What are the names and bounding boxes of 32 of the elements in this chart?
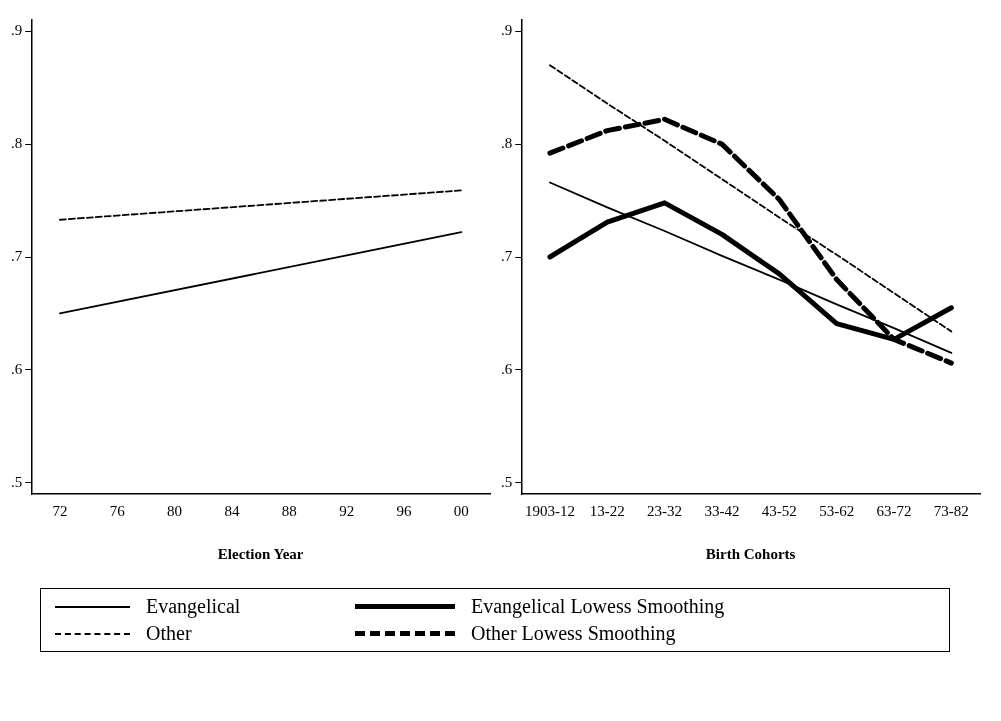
x-tick-label: 00 <box>453 502 469 519</box>
y-tick-label: .9 <box>11 22 23 39</box>
y-tick-label: .9 <box>501 22 513 39</box>
y-tick-label: .5 <box>11 473 23 490</box>
x-tick-label: 13-22 <box>589 502 625 519</box>
x-tick-label: 23-32 <box>647 502 683 519</box>
x-tick-label: 73-82 <box>933 502 969 519</box>
y-tick-label: .7 <box>501 247 513 264</box>
x-tick-label: 80 <box>167 502 183 519</box>
x-tick-label: 84 <box>224 502 240 519</box>
legend-label: Evangelical <box>146 595 241 618</box>
y-tick-label: .7 <box>11 247 23 264</box>
y-tick-label: .6 <box>11 360 23 377</box>
x-tick-label: 88 <box>281 502 297 519</box>
x-tick-label: 63-72 <box>876 502 912 519</box>
x-tick-label: 33-42 <box>704 502 740 519</box>
legend-label: Evangelical Lowess Smoothing <box>471 595 725 618</box>
y-tick-label: .6 <box>501 360 513 377</box>
x-tick-label: 53-62 <box>819 502 855 519</box>
x-tick-label: 96 <box>396 502 412 519</box>
legend-label: Other Lowess Smoothing <box>471 622 676 645</box>
x-axis-title: Birth Cohorts <box>705 545 796 562</box>
x-tick-label: 43-52 <box>761 502 797 519</box>
x-axis-title: Election Year <box>217 545 304 562</box>
x-tick-label: 1903-12 <box>524 502 575 519</box>
y-tick-label: .8 <box>501 135 513 152</box>
y-tick-label: .8 <box>11 135 23 152</box>
y-tick-label: .5 <box>501 473 513 490</box>
x-tick-label: 92 <box>339 502 355 519</box>
x-tick-label: 76 <box>109 502 126 519</box>
x-tick-label: 72 <box>52 502 68 519</box>
legend-label: Other <box>146 622 192 645</box>
